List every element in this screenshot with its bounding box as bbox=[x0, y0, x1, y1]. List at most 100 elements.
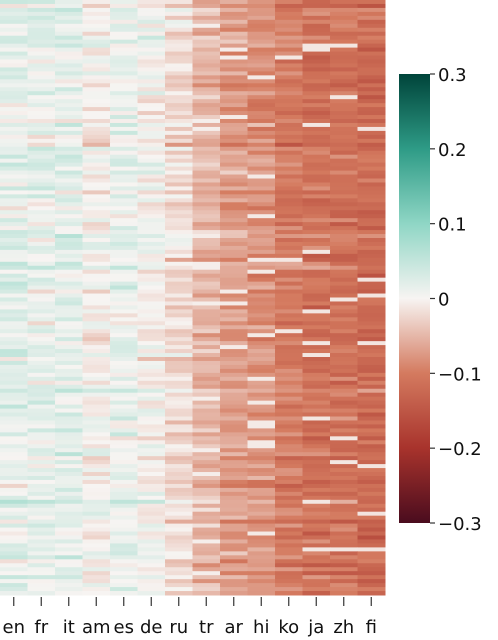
heatmap-cell bbox=[357, 126, 386, 132]
heatmap-cell bbox=[275, 51, 303, 57]
heatmap-cell bbox=[330, 515, 358, 521]
heatmap-cell bbox=[137, 468, 166, 473]
heatmap-cell bbox=[110, 452, 138, 457]
heatmap-cell bbox=[27, 372, 56, 378]
heatmap-cell bbox=[192, 309, 221, 314]
heatmap-cell bbox=[165, 396, 193, 402]
heatmap-cell bbox=[357, 230, 386, 235]
heatmap-cell bbox=[82, 420, 111, 425]
heatmap-cell bbox=[137, 138, 166, 144]
heatmap-cell bbox=[55, 257, 83, 263]
heatmap-cell bbox=[82, 575, 111, 580]
heatmap-cell bbox=[82, 523, 111, 529]
heatmap-cell bbox=[0, 396, 28, 402]
heatmap-cell bbox=[192, 364, 221, 370]
heatmap-cell bbox=[165, 464, 193, 469]
heatmap-cell bbox=[27, 357, 56, 362]
x-tick-label: ja bbox=[307, 617, 324, 638]
heatmap-cell bbox=[55, 75, 83, 80]
heatmap-cell bbox=[330, 214, 358, 219]
heatmap-cell bbox=[275, 0, 303, 5]
heatmap-cell bbox=[110, 238, 138, 243]
heatmap-cell bbox=[247, 126, 276, 132]
heatmap-cell bbox=[330, 591, 358, 596]
x-tick-label: am bbox=[82, 617, 111, 638]
heatmap-cell bbox=[82, 428, 111, 433]
heatmap-cell bbox=[55, 146, 83, 152]
heatmap-cell bbox=[165, 158, 193, 164]
heatmap-cell bbox=[55, 47, 83, 53]
heatmap-cell bbox=[55, 468, 83, 473]
heatmap-cell bbox=[27, 531, 56, 536]
heatmap-cell bbox=[82, 126, 111, 132]
heatmap-cell bbox=[302, 218, 331, 223]
heatmap-cell bbox=[55, 412, 83, 417]
heatmap-cell bbox=[357, 150, 386, 156]
heatmap-cell bbox=[192, 511, 221, 517]
heatmap-cell bbox=[220, 559, 248, 564]
heatmap-cell bbox=[82, 357, 111, 362]
heatmap-cell bbox=[247, 277, 276, 283]
heatmap-cell bbox=[275, 273, 303, 279]
heatmap-cell bbox=[0, 154, 28, 160]
heatmap-cell bbox=[0, 273, 28, 279]
heatmap-cell bbox=[0, 170, 28, 176]
heatmap-cell bbox=[357, 337, 386, 342]
heatmap-cell bbox=[330, 547, 358, 552]
heatmap-cell bbox=[192, 444, 221, 449]
heatmap-cell bbox=[192, 293, 221, 298]
heatmap-cell bbox=[55, 198, 83, 203]
heatmap-cell bbox=[302, 396, 331, 402]
heatmap-cell bbox=[247, 218, 276, 223]
heatmap-cell bbox=[137, 440, 166, 445]
heatmap-cell bbox=[275, 563, 303, 568]
heatmap-cell bbox=[220, 261, 248, 267]
heatmap-cell bbox=[302, 380, 331, 386]
heatmap-cell bbox=[302, 253, 331, 259]
heatmap-cell bbox=[27, 297, 56, 302]
heatmap-cell bbox=[220, 138, 248, 144]
heatmap-cell bbox=[110, 483, 138, 489]
heatmap-cell bbox=[55, 460, 83, 465]
heatmap-cell bbox=[247, 317, 276, 322]
heatmap-cell bbox=[82, 178, 111, 183]
heatmap-cell bbox=[247, 412, 276, 417]
heatmap-cell bbox=[165, 333, 193, 338]
heatmap-cell bbox=[220, 392, 248, 398]
heatmap-cell bbox=[55, 479, 83, 485]
heatmap-cell bbox=[192, 107, 221, 112]
heatmap-cell bbox=[275, 380, 303, 386]
heatmap-cell bbox=[82, 170, 111, 176]
heatmap-cell bbox=[27, 563, 56, 568]
heatmap-cell bbox=[0, 3, 28, 9]
heatmap-cell bbox=[110, 95, 138, 100]
heatmap-cell bbox=[357, 289, 386, 295]
heatmap-cell bbox=[82, 404, 111, 410]
heatmap-cell bbox=[137, 452, 166, 457]
heatmap-cell bbox=[192, 218, 221, 223]
heatmap-cell bbox=[110, 404, 138, 410]
heatmap-cell bbox=[247, 67, 276, 72]
heatmap-cell bbox=[330, 281, 358, 287]
heatmap-cell bbox=[137, 103, 166, 108]
heatmap-cell bbox=[330, 146, 358, 152]
heatmap-cell bbox=[0, 357, 28, 362]
heatmap-cell bbox=[55, 170, 83, 176]
heatmap-cell bbox=[357, 31, 386, 37]
heatmap-cell bbox=[27, 162, 56, 168]
heatmap-cell bbox=[110, 436, 138, 441]
heatmap-cell bbox=[27, 305, 56, 310]
heatmap-cell bbox=[247, 289, 276, 295]
heatmap-cell bbox=[357, 130, 386, 136]
heatmap-cell bbox=[55, 142, 83, 148]
heatmap-cell bbox=[357, 412, 386, 417]
heatmap-cell bbox=[220, 464, 248, 469]
heatmap-cell bbox=[247, 376, 276, 382]
heatmap-cell bbox=[357, 436, 386, 441]
heatmap-cell bbox=[330, 535, 358, 540]
heatmap-cell bbox=[27, 555, 56, 560]
heatmap-cell bbox=[330, 206, 358, 211]
heatmap-cell bbox=[220, 571, 248, 576]
heatmap-cell bbox=[247, 230, 276, 235]
heatmap-cell bbox=[357, 368, 386, 374]
